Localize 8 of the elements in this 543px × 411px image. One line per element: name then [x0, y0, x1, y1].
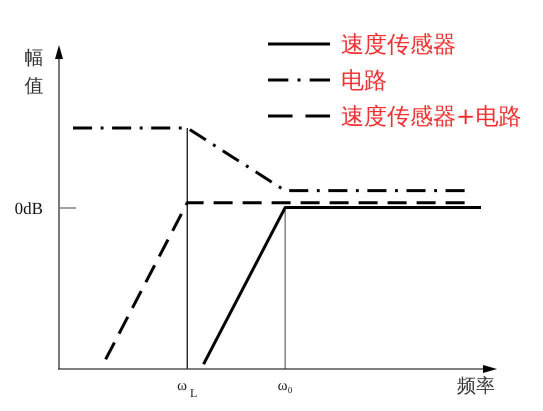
legend-label: 速度传感器: [341, 32, 456, 58]
x-tick-label: ω$_{L}$: [177, 378, 198, 400]
legend-label: 电路: [341, 68, 387, 94]
x-tick-label: ω₀: [278, 378, 293, 394]
text: 0dB: [14, 199, 43, 218]
legend-label: 速度传感器+电路: [341, 104, 522, 130]
x-axis-title: 频率: [457, 375, 495, 397]
y-axis-title: 幅值: [24, 48, 44, 97]
